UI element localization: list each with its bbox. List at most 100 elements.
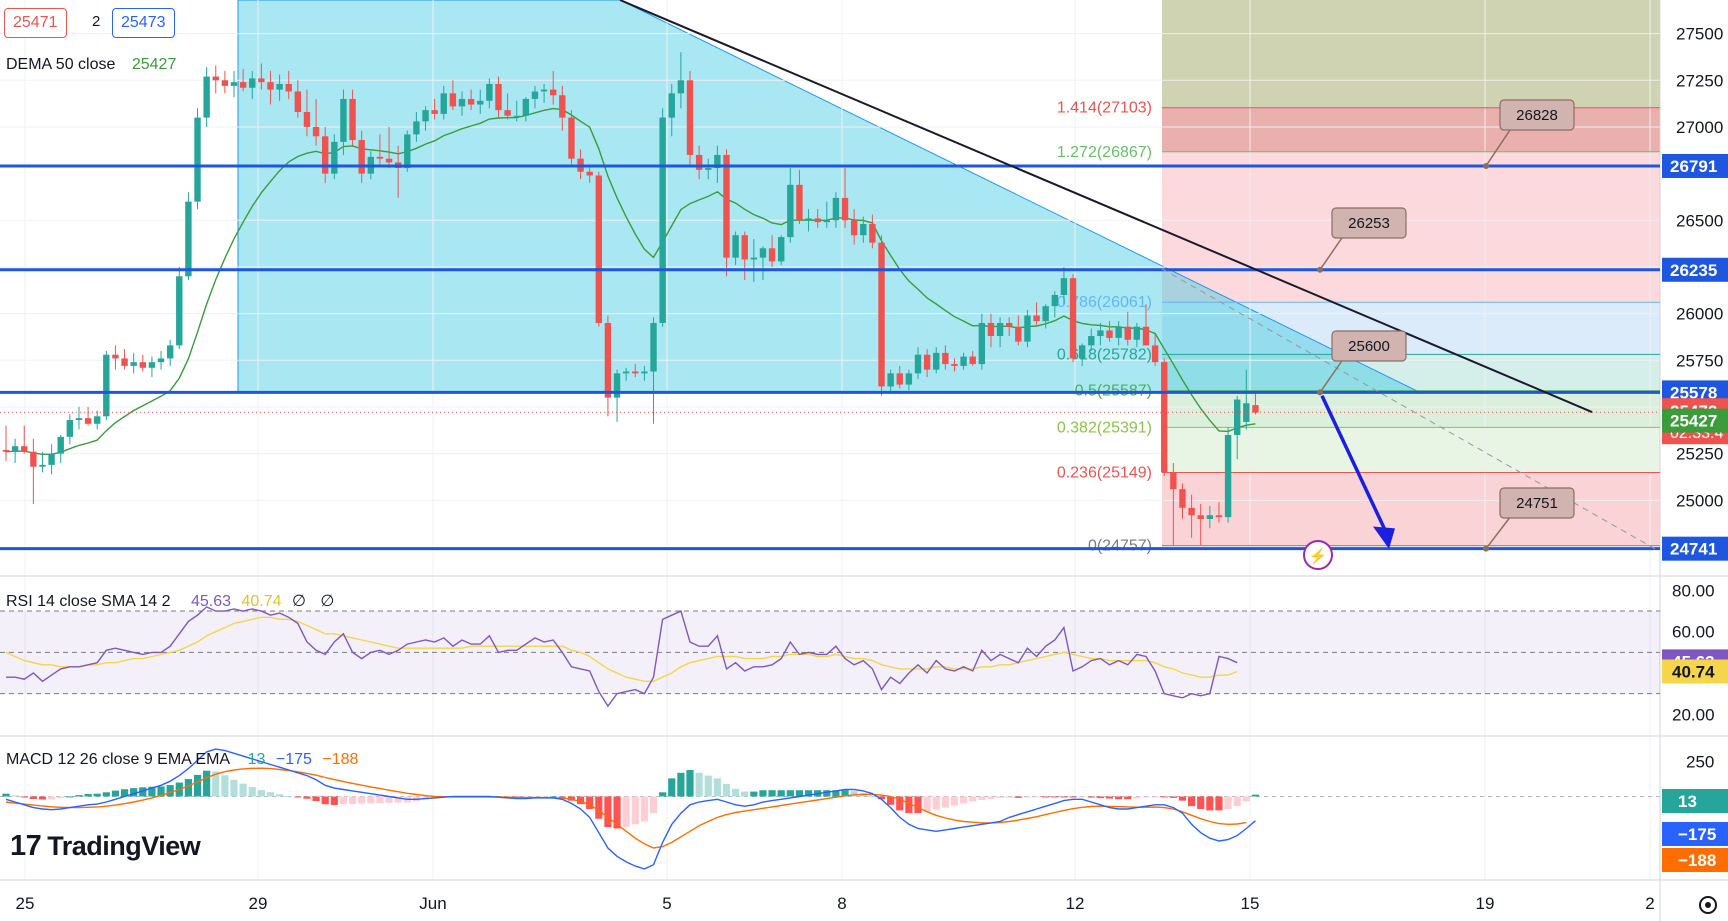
price-tick-label: 27250 xyxy=(1676,71,1723,90)
macd-histogram-bar xyxy=(659,792,667,797)
macd-histogram-bar xyxy=(586,796,594,809)
macd-histogram-bar xyxy=(66,796,74,798)
candle-body xyxy=(194,117,201,202)
candle-body xyxy=(303,112,311,127)
macd-histogram-bar xyxy=(686,770,694,797)
descending-trendline xyxy=(619,0,1593,413)
macd-histogram-bar xyxy=(732,788,740,797)
macd-histogram-bar xyxy=(877,796,886,800)
price-tick-label: 25750 xyxy=(1676,351,1723,370)
candle-body xyxy=(686,80,694,155)
candle-body xyxy=(1051,294,1058,307)
candle-body xyxy=(1097,330,1104,337)
candle-body xyxy=(1042,306,1049,322)
fib-level-label: 0.382(25391) xyxy=(1057,419,1152,436)
macd-histogram-bar xyxy=(38,796,47,800)
level-price-tag-text: 25578 xyxy=(1670,383,1717,402)
candle-body xyxy=(157,358,165,363)
candle-body xyxy=(166,345,174,359)
candle-body xyxy=(860,224,867,236)
macd-histogram-bar xyxy=(248,787,256,797)
candle-body xyxy=(48,453,55,465)
candle-body xyxy=(340,98,347,142)
candle-body xyxy=(84,418,92,424)
candle-body xyxy=(933,352,940,370)
macd-histogram-bar xyxy=(120,789,129,797)
candle-body xyxy=(212,76,219,81)
candle-body xyxy=(239,82,247,88)
macd-value-tag xyxy=(1662,789,1728,813)
macd-histogram-bar xyxy=(649,796,658,814)
level-price-tag xyxy=(1662,257,1728,282)
macd-histogram-bar xyxy=(312,796,320,802)
macd-histogram-bar xyxy=(1151,796,1159,798)
candle-body xyxy=(11,446,19,452)
macd-histogram-bar xyxy=(166,785,174,797)
macd-histogram-bar xyxy=(339,796,348,805)
price-axis[interactable]: 2500025250255002575026000262502650027000… xyxy=(1662,25,1728,872)
level-price-tag xyxy=(1662,153,1728,178)
candle-body xyxy=(249,78,256,88)
candle-body xyxy=(723,154,730,258)
callout-box xyxy=(1331,207,1407,239)
candle-body xyxy=(1069,278,1077,359)
macd-histogram-bar xyxy=(394,796,402,803)
macd-signal-line xyxy=(5,767,1247,849)
candle-body xyxy=(203,76,210,118)
candle-body xyxy=(778,237,785,262)
candle-body xyxy=(94,416,101,424)
macd-histogram-bar xyxy=(11,795,19,797)
candle-body xyxy=(869,224,876,243)
macd-histogram-bar xyxy=(1023,796,1032,798)
candle-body xyxy=(413,121,420,135)
macd-histogram-bar xyxy=(695,772,703,797)
candle-body xyxy=(705,168,712,170)
candle-body xyxy=(595,175,602,323)
callout-box xyxy=(1331,330,1407,362)
macd-legend[interactable]: MACD 12 26 close 9 EMA EMA 13 −175 −188 xyxy=(6,751,358,769)
candle-body xyxy=(331,141,338,174)
time-tick-label: 29 xyxy=(249,894,268,913)
macd-histogram-bar xyxy=(2,793,10,797)
macd-histogram-bar xyxy=(1069,796,1077,798)
callout-pointer xyxy=(1485,123,1515,167)
candle-body xyxy=(1206,515,1214,519)
candle-body xyxy=(659,117,666,323)
price-tick-label: 27000 xyxy=(1676,118,1723,137)
price-tick-label: 27500 xyxy=(1676,25,1723,44)
rsi-legend[interactable]: RSI 14 close SMA 14 2 45.63 40.74 ∅ ∅ xyxy=(6,591,334,611)
macd-histogram-bar xyxy=(932,796,940,810)
candle-body xyxy=(942,352,949,365)
dema-legend[interactable]: DEMA 50 close 25427 xyxy=(6,56,176,74)
time-axis[interactable]: 25 29 Jun 5 8 12 15 19 2 xyxy=(16,894,1717,914)
macd-histogram-bar xyxy=(887,796,895,805)
drawing-layer-front[interactable]: 26828 26253 25600 24751 ⚡ xyxy=(0,0,1660,570)
macd-histogram-bar xyxy=(1251,794,1260,797)
macd-histogram-bar xyxy=(960,796,968,804)
macd-histogram-bar xyxy=(540,796,548,798)
macd-histogram-bar xyxy=(1051,796,1059,798)
fib-level-label: 0.236(25149) xyxy=(1057,465,1152,482)
dema-price-tag xyxy=(1662,408,1728,433)
candle-body xyxy=(559,95,566,118)
macd-legend-label: MACD 12 26 close 9 EMA EMA xyxy=(6,751,230,768)
callout-box xyxy=(1499,487,1575,519)
candle-body xyxy=(641,371,648,374)
candle-body xyxy=(814,218,821,223)
macd-line xyxy=(5,748,1256,870)
bid-price-box[interactable]: 25471 xyxy=(4,8,67,38)
candle-body xyxy=(668,93,675,118)
fib-zone xyxy=(1162,427,1660,473)
macd-histogram-bar xyxy=(93,793,101,797)
macd-histogram-bar xyxy=(786,790,794,797)
candle-body xyxy=(322,136,329,174)
rsi-tick-label: 60.00 xyxy=(1672,623,1715,642)
macd-histogram-bar xyxy=(139,787,147,797)
candle-body xyxy=(486,84,493,101)
ask-price-box[interactable]: 25473 xyxy=(112,8,175,38)
macd-histogram-bar xyxy=(677,772,685,797)
candle-body xyxy=(987,322,995,337)
rsi-legend-label: RSI 14 close SMA 14 2 xyxy=(6,593,171,610)
candle-body xyxy=(185,201,192,277)
